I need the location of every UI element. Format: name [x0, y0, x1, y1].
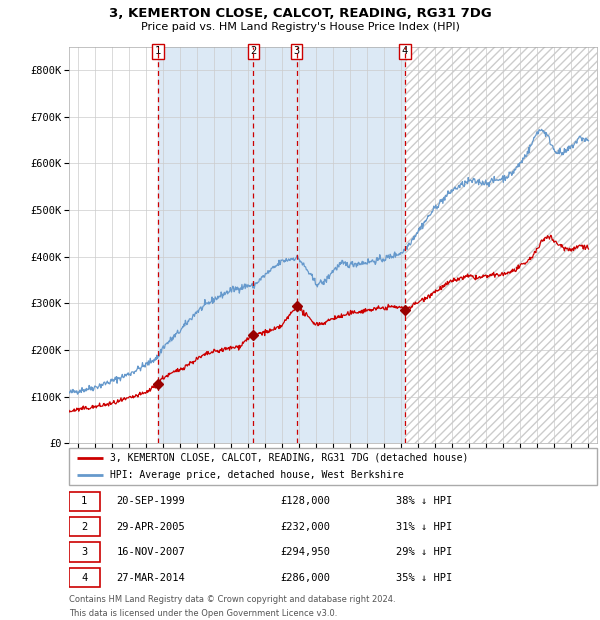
Text: 3: 3	[81, 547, 88, 557]
Text: £232,000: £232,000	[280, 521, 330, 532]
Text: HPI: Average price, detached house, West Berkshire: HPI: Average price, detached house, West…	[110, 470, 404, 480]
Text: 29% ↓ HPI: 29% ↓ HPI	[397, 547, 452, 557]
Text: 35% ↓ HPI: 35% ↓ HPI	[397, 572, 452, 583]
Text: 16-NOV-2007: 16-NOV-2007	[116, 547, 185, 557]
Text: 27-MAR-2014: 27-MAR-2014	[116, 572, 185, 583]
Text: 2: 2	[81, 521, 88, 532]
Text: 29-APR-2005: 29-APR-2005	[116, 521, 185, 532]
Text: 4: 4	[402, 46, 408, 56]
Text: 1: 1	[81, 496, 88, 507]
Text: £286,000: £286,000	[280, 572, 330, 583]
Text: £294,950: £294,950	[280, 547, 330, 557]
Text: 3, KEMERTON CLOSE, CALCOT, READING, RG31 7DG: 3, KEMERTON CLOSE, CALCOT, READING, RG31…	[109, 7, 491, 20]
Bar	[158, 46, 405, 443]
Text: Contains HM Land Registry data © Crown copyright and database right 2024.: Contains HM Land Registry data © Crown c…	[69, 595, 395, 604]
Text: 3, KEMERTON CLOSE, CALCOT, READING, RG31 7DG (detached house): 3, KEMERTON CLOSE, CALCOT, READING, RG31…	[110, 453, 469, 463]
Text: 38% ↓ HPI: 38% ↓ HPI	[397, 496, 452, 507]
FancyBboxPatch shape	[69, 542, 100, 562]
Text: £128,000: £128,000	[280, 496, 330, 507]
FancyBboxPatch shape	[69, 568, 100, 587]
Bar	[405, 46, 597, 443]
Text: 4: 4	[81, 572, 88, 583]
Text: 2: 2	[250, 46, 256, 56]
Text: Price paid vs. HM Land Registry's House Price Index (HPI): Price paid vs. HM Land Registry's House …	[140, 22, 460, 32]
FancyBboxPatch shape	[69, 517, 100, 536]
Text: 31% ↓ HPI: 31% ↓ HPI	[397, 521, 452, 532]
Text: 20-SEP-1999: 20-SEP-1999	[116, 496, 185, 507]
FancyBboxPatch shape	[69, 492, 100, 511]
Text: 1: 1	[155, 46, 161, 56]
Text: 3: 3	[293, 46, 300, 56]
Text: This data is licensed under the Open Government Licence v3.0.: This data is licensed under the Open Gov…	[69, 609, 337, 618]
FancyBboxPatch shape	[69, 448, 597, 485]
